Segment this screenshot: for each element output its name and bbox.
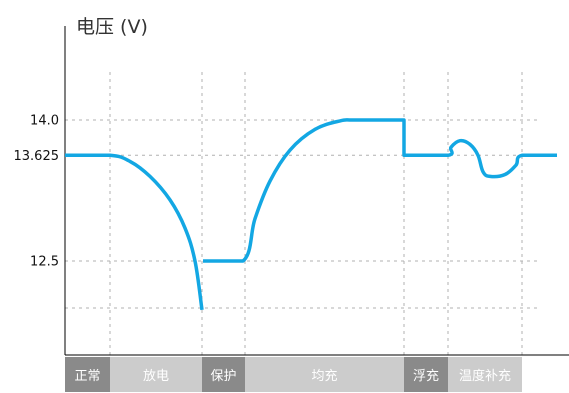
- axes: [64, 26, 569, 356]
- phase-bar: 正常 放电 保护 均充 浮充 温度补充: [65, 357, 522, 392]
- y-tick-label: 13.625: [14, 149, 60, 164]
- phase-block: [245, 357, 404, 392]
- grid-lines: [65, 72, 541, 355]
- phase-block: [404, 357, 448, 392]
- phase-label: 保护: [210, 369, 236, 384]
- y-tick-label: 12.5: [30, 255, 59, 270]
- phase-block: [65, 357, 110, 392]
- y-tick-labels: 14.0 13.625 12.5: [14, 114, 60, 270]
- phase-label: 正常: [74, 369, 100, 384]
- voltage-line: [203, 118, 557, 263]
- y-axis-label: 电压 (V): [76, 16, 148, 38]
- y-tick-label: 14.0: [30, 114, 59, 129]
- phase-label: 浮充: [413, 368, 439, 384]
- phase-block: [110, 357, 202, 392]
- phase-label: 均充: [311, 368, 337, 384]
- series: [65, 118, 557, 311]
- phase-label: 放电: [143, 369, 169, 384]
- phase-label: 温度补充: [459, 368, 511, 384]
- phase-block: [448, 357, 522, 392]
- phase-block: [202, 357, 245, 392]
- voltage-line: [65, 153, 204, 311]
